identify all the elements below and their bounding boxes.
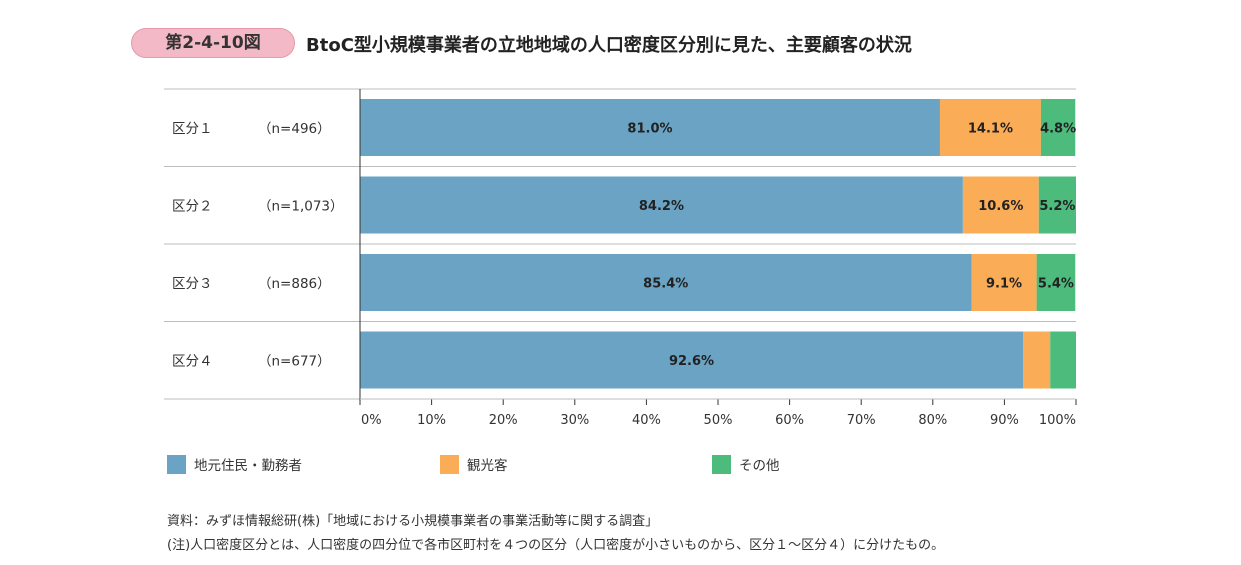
x-tick-label: 60%: [775, 413, 804, 428]
sample-size-label: （n=1,073）: [258, 198, 344, 214]
legend-swatch-tourists: [440, 454, 459, 474]
category-label: 区分３: [172, 276, 213, 292]
data-label: 81.0%: [627, 122, 672, 137]
bar-segment: [939, 99, 1041, 156]
x-tick-label: 80%: [918, 413, 947, 428]
sample-size-label: （n=677）: [258, 353, 331, 369]
legend-label-other: その他: [739, 458, 780, 474]
stacked-bar-chart: 区分１ （n=496） 区分２ （n=1,073） 区分３ （n=886） 区分４ （n=67…: [164, 88, 1077, 428]
x-tick-label: 10%: [417, 413, 446, 428]
legend-item-tourists: 観光客: [440, 454, 508, 474]
data-label: 10.6%: [978, 199, 1023, 214]
legend-label-tourists: 観光客: [467, 458, 508, 474]
data-label: 5.2%: [1039, 199, 1075, 214]
data-label: 85.4%: [643, 277, 688, 292]
x-tick-label: 30%: [560, 413, 589, 428]
x-tick-label: 50%: [704, 413, 733, 428]
figure-number-badge: 第2-4-10図: [131, 28, 295, 58]
bar-segment: [360, 331, 1024, 389]
notes: 資料：みずほ情報総研(株)「地域における小規模事業者の事業活動等に関する調査」 …: [167, 510, 944, 558]
x-tick-label: 40%: [632, 413, 661, 428]
legend-swatch-local-residents: [167, 454, 186, 474]
x-tick-label: 70%: [847, 413, 876, 428]
legend-label-local-residents: 地元住民・勤務者: [194, 458, 302, 474]
category-label: 区分１: [172, 121, 213, 137]
data-label: 5.4%: [1038, 277, 1074, 292]
sample-size-label: （n=496）: [258, 121, 331, 137]
legend-item-local-residents: 地元住民・勤務者: [167, 454, 302, 474]
data-label: 9.1%: [986, 277, 1022, 292]
x-tick-label: 90%: [990, 413, 1019, 428]
bar-segment: [962, 176, 1039, 234]
data-label: 14.1%: [968, 122, 1013, 137]
data-label: 84.2%: [639, 199, 684, 214]
bar-segment: [1036, 254, 1076, 311]
bar-segment: [360, 99, 940, 156]
figure-title: BtoC型小規模事業者の立地地域の人口密度区分別に見た、主要顧客の状況: [306, 35, 912, 56]
bar-segment: [1050, 331, 1076, 389]
data-label: 4.8%: [1040, 122, 1076, 137]
bar-segment: [1040, 99, 1076, 156]
x-tick-label: 0%: [361, 413, 382, 428]
bar-segment: [360, 176, 963, 234]
source-note: 資料：みずほ情報総研(株)「地域における小規模事業者の事業活動等に関する調査」: [167, 514, 659, 529]
x-tick-label: 100%: [1039, 413, 1076, 428]
bar-segment: [1023, 331, 1051, 389]
bar-segment: [971, 254, 1037, 311]
data-label: 92.6%: [669, 354, 714, 369]
legend-swatch-other: [712, 454, 731, 474]
bar-segment: [1038, 176, 1076, 234]
legend-item-other: その他: [712, 454, 780, 474]
x-tick-label: 20%: [489, 413, 518, 428]
category-label: 区分２: [172, 198, 213, 214]
sample-size-label: （n=886）: [258, 276, 331, 292]
footnote: (注)人口密度区分とは、人口密度の四分位で各市区町村を４つの区分（人口密度が小さ…: [167, 538, 945, 553]
category-label: 区分４: [172, 353, 213, 369]
bar-segment: [360, 254, 972, 311]
